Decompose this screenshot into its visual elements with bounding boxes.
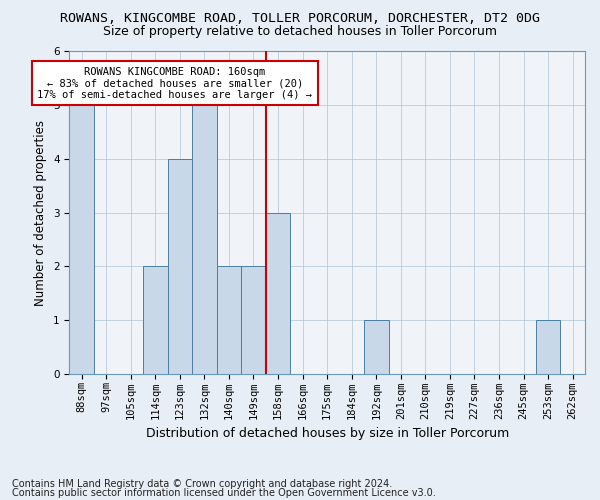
Bar — [266, 212, 290, 374]
Bar — [143, 266, 167, 374]
Text: Contains HM Land Registry data © Crown copyright and database right 2024.: Contains HM Land Registry data © Crown c… — [12, 479, 392, 489]
X-axis label: Distribution of detached houses by size in Toller Porcorum: Distribution of detached houses by size … — [146, 427, 509, 440]
Bar — [69, 105, 94, 374]
Text: ROWANS KINGCOMBE ROAD: 160sqm
← 83% of detached houses are smaller (20)
17% of s: ROWANS KINGCOMBE ROAD: 160sqm ← 83% of d… — [37, 66, 313, 100]
Bar — [217, 266, 241, 374]
Text: Size of property relative to detached houses in Toller Porcorum: Size of property relative to detached ho… — [103, 24, 497, 38]
Y-axis label: Number of detached properties: Number of detached properties — [34, 120, 47, 306]
Bar — [167, 159, 192, 374]
Bar — [364, 320, 389, 374]
Text: ROWANS, KINGCOMBE ROAD, TOLLER PORCORUM, DORCHESTER, DT2 0DG: ROWANS, KINGCOMBE ROAD, TOLLER PORCORUM,… — [60, 12, 540, 26]
Text: Contains public sector information licensed under the Open Government Licence v3: Contains public sector information licen… — [12, 488, 436, 498]
Bar — [536, 320, 560, 374]
Bar — [192, 105, 217, 374]
Bar — [241, 266, 266, 374]
